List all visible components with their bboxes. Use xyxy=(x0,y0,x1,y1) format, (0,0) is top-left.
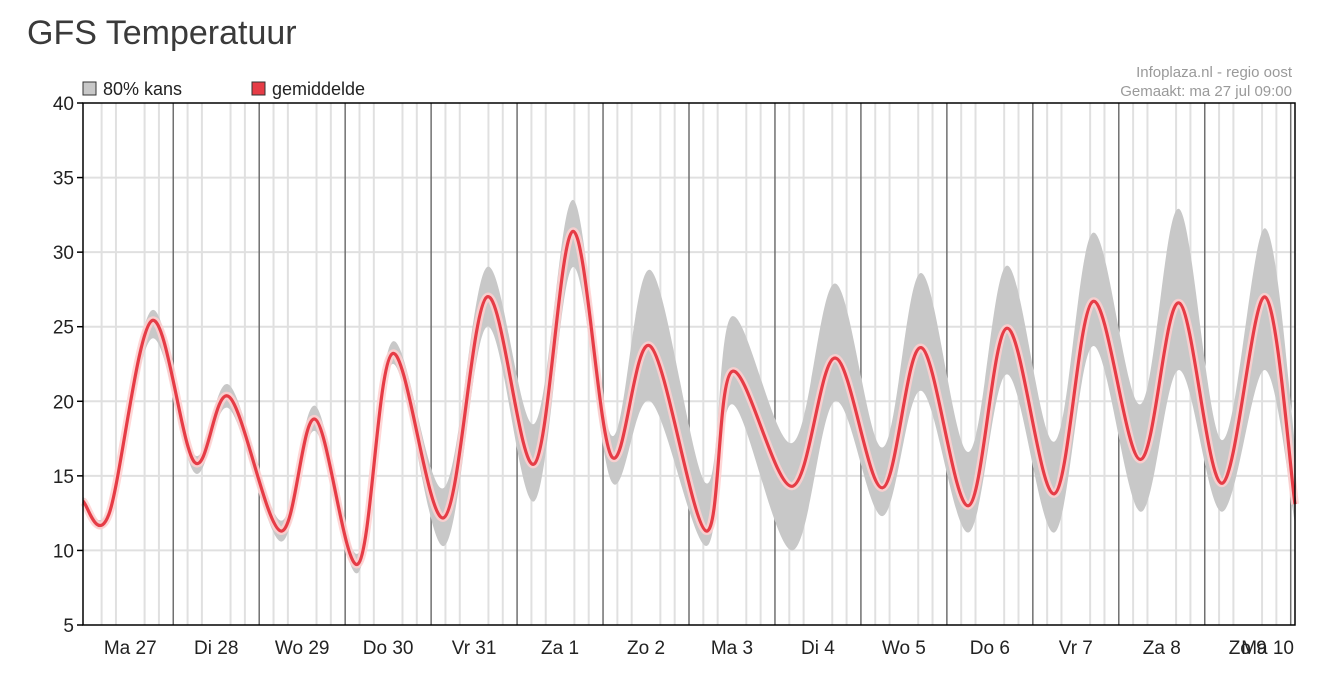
y-tick-label: 40 xyxy=(53,94,74,115)
legend-swatch-band xyxy=(82,81,97,96)
x-tick-label: Do 6 xyxy=(970,638,1010,659)
y-tick-label: 10 xyxy=(53,541,74,562)
mean-layer xyxy=(79,227,1299,568)
y-tick-label: 25 xyxy=(53,318,74,339)
x-tick-label: Ma 27 xyxy=(104,638,157,659)
vertical-gridlines xyxy=(100,103,1278,625)
page-title: GFS Temperatuur xyxy=(27,14,297,52)
y-tick-label: 15 xyxy=(53,467,74,488)
plot-frame xyxy=(82,102,1296,626)
legend-label-band: 80% kans xyxy=(103,79,182,99)
x-tick-label: Wo 5 xyxy=(882,638,926,659)
y-tick-label: 35 xyxy=(53,169,74,190)
created-label: Gemaakt: ma 27 jul 09:00 xyxy=(1120,83,1292,100)
x-tick-label: Vr 31 xyxy=(452,638,497,659)
source-label: Infoplaza.nl - regio oost xyxy=(1136,64,1293,81)
legend: 80% kans gemiddelde xyxy=(82,79,365,99)
x-tick-label: Zo 2 xyxy=(627,638,665,659)
x-tick-label: Za 1 xyxy=(541,638,579,659)
x-tick-label: Ma 10 xyxy=(1241,638,1294,659)
legend-swatch-mean xyxy=(251,81,266,96)
day-separators xyxy=(172,103,1292,625)
x-tick-label: Do 30 xyxy=(363,638,414,659)
x-axis: Ma 27 Di 28 Wo 29 Do 30 Vr 31 Za 1 Zo 2 Ma 3 Di … xyxy=(104,638,1294,659)
x-tick-label: Zo 9 xyxy=(1229,638,1267,659)
x-tick-label: Vr 7 xyxy=(1059,638,1093,659)
x-tick-label: Ma 3 xyxy=(711,638,753,659)
x-tick-label: Di 28 xyxy=(194,638,238,659)
x-tick-label: Wo 29 xyxy=(275,638,330,659)
y-tick-label: 20 xyxy=(53,392,74,413)
mean-line xyxy=(81,229,1297,566)
y-tick-label: 30 xyxy=(53,243,74,264)
x-tick-label: Za 8 xyxy=(1143,638,1181,659)
y-axis: 5 10 15 20 25 30 35 40 xyxy=(53,94,83,637)
y-tick-label: 5 xyxy=(63,616,74,637)
x-tick-label: Di 4 xyxy=(801,638,835,659)
legend-label-mean: gemiddelde xyxy=(272,79,365,99)
